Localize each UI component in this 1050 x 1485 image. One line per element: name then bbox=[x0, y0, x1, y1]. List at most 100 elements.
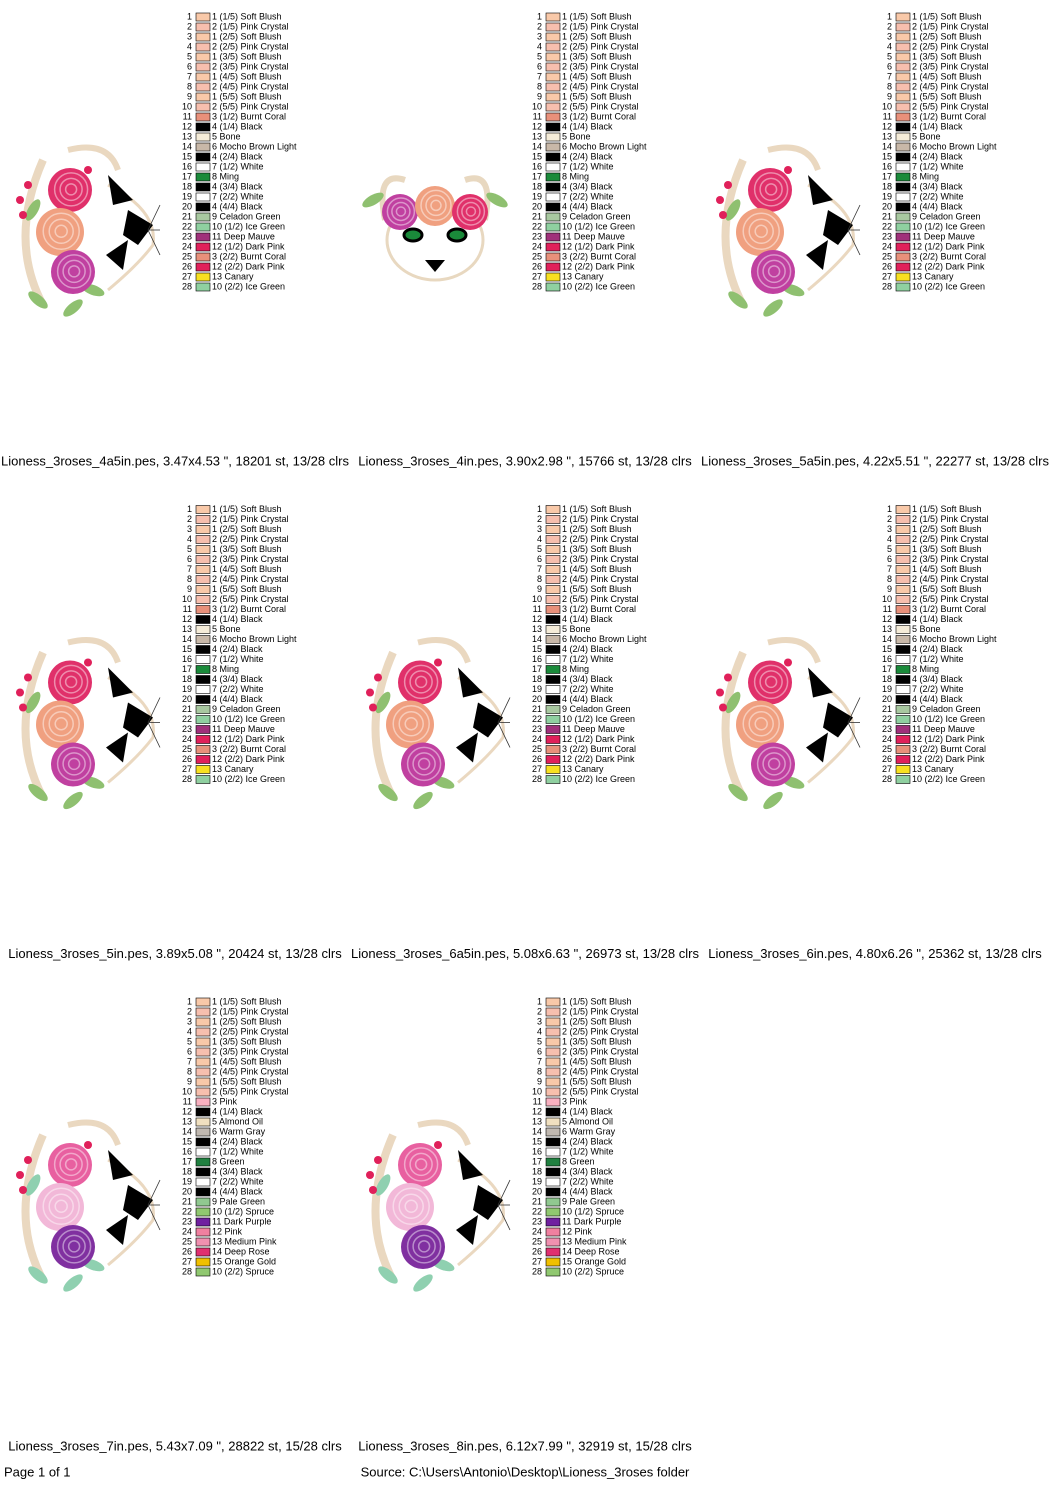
color-number: 19 bbox=[532, 191, 542, 201]
color-swatch bbox=[195, 685, 211, 694]
color-number: 23 bbox=[532, 231, 542, 241]
color-number: 5 bbox=[537, 1036, 542, 1046]
color-name: 10 (2/2) Ice Green bbox=[912, 774, 985, 784]
color-number: 25 bbox=[182, 251, 192, 261]
color-name: 3 (1/2) Burnt Coral bbox=[912, 604, 986, 614]
color-swatch bbox=[545, 122, 561, 132]
color-name: 7 (2/2) White bbox=[562, 1176, 614, 1186]
whisker bbox=[847, 722, 861, 748]
color-number: 28 bbox=[182, 1266, 192, 1276]
color-swatch bbox=[195, 1097, 211, 1107]
color-number: 27 bbox=[182, 271, 192, 281]
color-swatch bbox=[195, 1017, 211, 1027]
color-name: 1 (1/5) Soft Blush bbox=[912, 11, 982, 21]
color-number: 12 bbox=[182, 1106, 192, 1116]
design-caption: Lioness_3roses_7in.pes, 5.43x7.09 ", 288… bbox=[8, 1438, 342, 1453]
blossom bbox=[24, 1156, 32, 1164]
color-number: 23 bbox=[882, 724, 892, 734]
blossom bbox=[19, 1186, 27, 1194]
leaf bbox=[63, 1274, 83, 1292]
rose-petal bbox=[392, 1187, 430, 1226]
color-number: 7 bbox=[187, 71, 192, 81]
color-swatch bbox=[195, 585, 211, 594]
color-number: 10 bbox=[182, 1086, 192, 1096]
color-swatch bbox=[545, 1107, 561, 1117]
color-number: 28 bbox=[882, 774, 892, 784]
color-swatch bbox=[895, 705, 911, 714]
color-name: 1 (4/5) Soft Blush bbox=[212, 1056, 282, 1066]
color-name: 2 (5/5) Pink Crystal bbox=[212, 594, 289, 604]
color-swatch bbox=[545, 1237, 561, 1247]
leaf bbox=[413, 1274, 433, 1292]
color-swatch bbox=[895, 182, 911, 192]
color-swatch bbox=[195, 1187, 211, 1197]
color-name: 2 (2/5) Pink Crystal bbox=[562, 534, 639, 544]
page-number: Page 1 of 1 bbox=[4, 1464, 71, 1479]
color-name: 5 Bone bbox=[912, 131, 941, 141]
color-number: 25 bbox=[532, 1236, 542, 1246]
color-name: 1 (2/5) Soft Blush bbox=[212, 524, 282, 534]
color-swatch bbox=[195, 525, 211, 534]
color-name: 1 (2/5) Soft Blush bbox=[562, 1016, 632, 1026]
color-number: 11 bbox=[533, 604, 542, 614]
color-swatch bbox=[895, 162, 911, 172]
color-name: 5 Bone bbox=[912, 624, 941, 634]
color-number: 9 bbox=[187, 91, 192, 101]
color-swatch bbox=[545, 22, 561, 32]
rose bbox=[382, 194, 418, 230]
mane bbox=[721, 158, 747, 307]
color-swatch bbox=[195, 1107, 211, 1117]
color-number: 14 bbox=[182, 1126, 192, 1136]
rose-petal bbox=[403, 1147, 439, 1182]
color-number: 5 bbox=[537, 544, 542, 554]
color-swatch bbox=[545, 212, 561, 222]
color-number: 27 bbox=[882, 271, 892, 281]
color-name: 7 (1/2) White bbox=[562, 1146, 614, 1156]
color-number: 17 bbox=[182, 1156, 192, 1166]
color-number: 10 bbox=[182, 101, 192, 111]
blossom bbox=[16, 196, 24, 204]
rose-petal bbox=[398, 711, 424, 737]
color-number: 24 bbox=[182, 241, 192, 251]
color-swatch bbox=[895, 605, 911, 614]
color-number: 3 bbox=[187, 1016, 192, 1026]
color-name: 12 (1/2) Dark Pink bbox=[562, 734, 635, 744]
rose-petal bbox=[414, 675, 428, 689]
design-caption: Lioness_3roses_5a5in.pes, 4.22x5.51 ", 2… bbox=[701, 453, 1049, 468]
nose bbox=[473, 702, 503, 738]
color-name: 6 Mocho Brown Light bbox=[562, 634, 647, 644]
whisker bbox=[497, 697, 511, 723]
color-swatch bbox=[545, 162, 561, 172]
color-number: 15 bbox=[182, 644, 192, 654]
color-swatch bbox=[195, 272, 211, 282]
color-name: 11 Deep Mauve bbox=[212, 724, 275, 734]
color-number: 24 bbox=[532, 241, 542, 251]
rose-petal bbox=[64, 1158, 78, 1171]
color-number: 23 bbox=[532, 1216, 542, 1226]
whisker bbox=[147, 697, 161, 723]
color-swatch bbox=[195, 575, 211, 584]
whisker bbox=[147, 229, 161, 256]
color-swatch bbox=[895, 62, 911, 72]
color-swatch bbox=[545, 1027, 561, 1037]
color-swatch bbox=[545, 725, 561, 734]
color-number: 13 bbox=[882, 131, 892, 141]
color-number: 15 bbox=[882, 644, 892, 654]
color-number: 20 bbox=[182, 201, 192, 211]
color-number: 6 bbox=[537, 61, 542, 71]
rose bbox=[748, 660, 792, 705]
color-swatch bbox=[545, 192, 561, 202]
color-number: 18 bbox=[182, 674, 192, 684]
blossom bbox=[434, 1141, 442, 1149]
color-number: 2 bbox=[887, 21, 892, 31]
color-name: 4 (4/4) Black bbox=[562, 694, 613, 704]
color-number: 21 bbox=[532, 211, 542, 221]
rose-petal bbox=[67, 757, 81, 771]
design-caption: Lioness_3roses_5in.pes, 3.89x5.08 ", 204… bbox=[8, 946, 342, 961]
rose-petal bbox=[414, 1158, 428, 1171]
color-number: 28 bbox=[532, 1266, 542, 1276]
color-number: 25 bbox=[182, 744, 192, 754]
color-name: 5 Bone bbox=[562, 131, 591, 141]
color-number: 9 bbox=[187, 1076, 192, 1086]
